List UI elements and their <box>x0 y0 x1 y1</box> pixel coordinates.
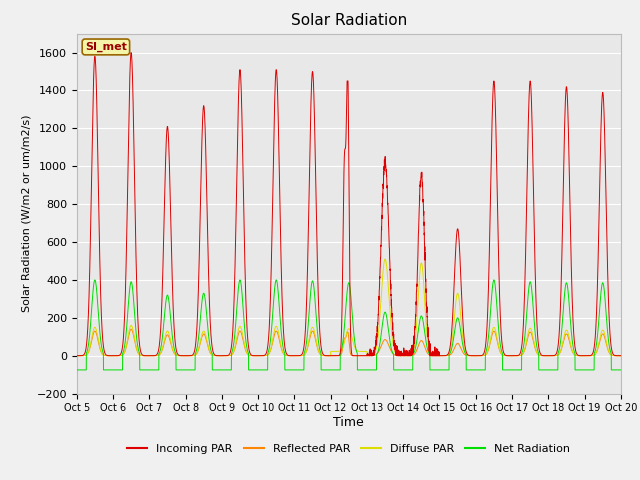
X-axis label: Time: Time <box>333 416 364 429</box>
Legend: Incoming PAR, Reflected PAR, Diffuse PAR, Net Radiation: Incoming PAR, Reflected PAR, Diffuse PAR… <box>123 439 575 458</box>
Title: Solar Radiation: Solar Radiation <box>291 13 407 28</box>
Y-axis label: Solar Radiation (W/m2 or um/m2/s): Solar Radiation (W/m2 or um/m2/s) <box>21 115 31 312</box>
Text: SI_met: SI_met <box>85 42 127 52</box>
